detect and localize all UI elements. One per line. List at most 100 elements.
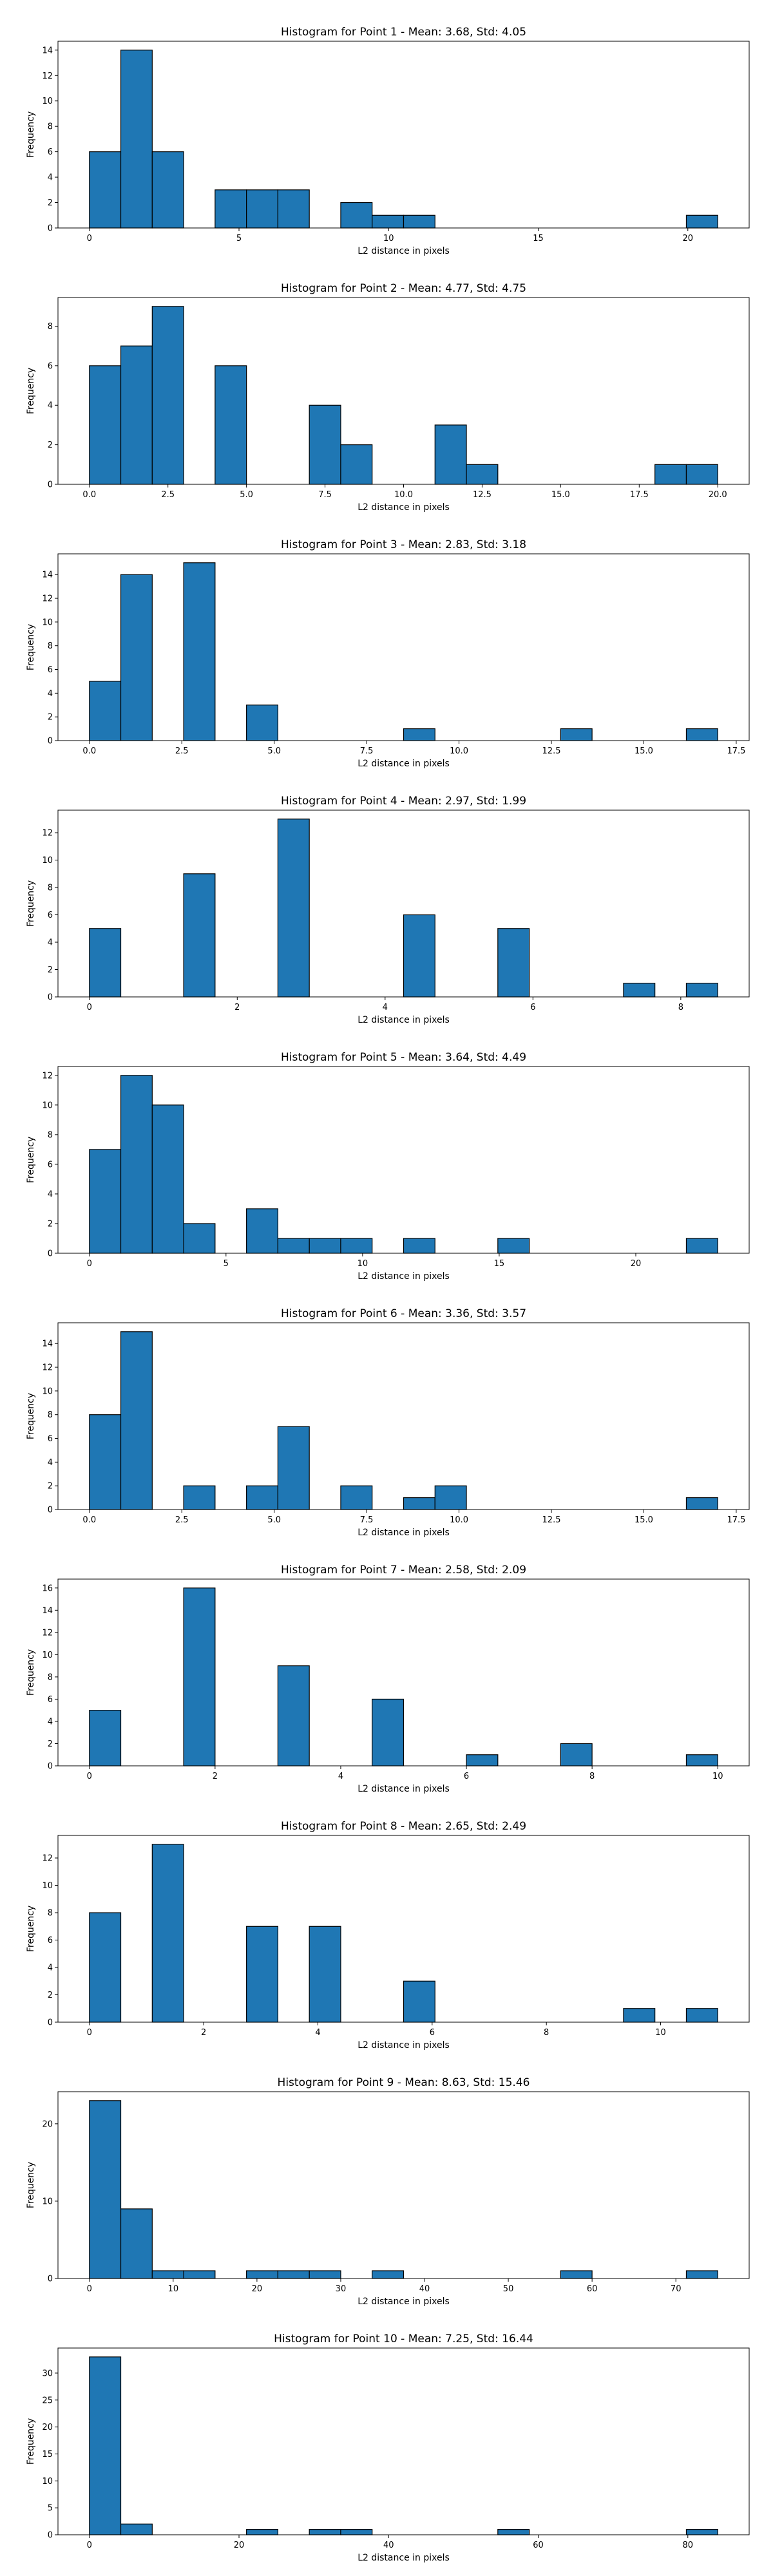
histogram-bar bbox=[246, 705, 279, 741]
x-axis-label: L2 distance in pixels bbox=[358, 1784, 450, 1794]
y-tick-label: 4 bbox=[48, 938, 53, 948]
x-tick-label: 10 bbox=[655, 2028, 666, 2038]
y-tick-label: 8 bbox=[48, 1672, 53, 1682]
histogram-bar bbox=[89, 928, 122, 998]
histogram-bar bbox=[246, 1926, 279, 2023]
y-tick-label: 30 bbox=[42, 2369, 53, 2378]
histogram-bar bbox=[277, 2270, 310, 2279]
y-tick-label: 10 bbox=[42, 618, 53, 627]
y-tick-label: 0 bbox=[48, 2018, 53, 2028]
histogram-panel-5: Histogram for Point 5 - Mean: 3.64, Std:… bbox=[26, 1051, 750, 1282]
x-tick-label: 20 bbox=[631, 1259, 642, 1269]
y-tick-label: 10 bbox=[42, 1101, 53, 1110]
y-tick-label: 0 bbox=[48, 1249, 53, 1259]
x-tick-label: 20 bbox=[683, 234, 694, 243]
histogram-bar bbox=[89, 151, 122, 229]
x-tick-label: 8 bbox=[589, 1772, 595, 1781]
histogram-bar bbox=[685, 2270, 718, 2279]
y-tick-label: 4 bbox=[48, 1717, 53, 1727]
histogram-bar bbox=[403, 728, 435, 741]
x-axis-label: L2 distance in pixels bbox=[358, 1528, 450, 1538]
x-tick-label: 7.5 bbox=[360, 746, 374, 756]
x-axis-label: L2 distance in pixels bbox=[358, 2297, 450, 2307]
y-tick-label: 8 bbox=[48, 122, 53, 132]
histogram-bar bbox=[309, 1238, 341, 1254]
x-tick-label: 40 bbox=[419, 2284, 430, 2294]
y-tick-label: 0 bbox=[48, 480, 53, 490]
y-tick-label: 4 bbox=[48, 401, 53, 411]
y-tick-label: 4 bbox=[48, 1964, 53, 1973]
histogram-bar bbox=[685, 464, 718, 485]
x-tick-label: 0 bbox=[87, 2028, 92, 2038]
histogram-bar bbox=[246, 2270, 279, 2279]
histogram-bar bbox=[215, 189, 247, 229]
x-tick-label: 0 bbox=[87, 234, 92, 243]
histogram-bar bbox=[183, 2270, 216, 2279]
y-axis-label: Frequency bbox=[26, 2418, 36, 2465]
y-tick-label: 0 bbox=[48, 2275, 53, 2284]
histogram-bar bbox=[89, 1414, 122, 1510]
x-tick-label: 20.0 bbox=[709, 490, 727, 500]
x-tick-label: 30 bbox=[336, 2284, 347, 2294]
histogram-bar bbox=[466, 1754, 499, 1766]
y-axis-label: Frequency bbox=[26, 624, 36, 670]
x-tick-label: 0 bbox=[87, 2284, 92, 2294]
y-tick-label: 20 bbox=[42, 2119, 53, 2129]
histogram-bar bbox=[309, 2529, 341, 2535]
histogram-bar bbox=[623, 2008, 656, 2023]
y-tick-label: 10 bbox=[42, 2477, 53, 2486]
y-tick-label: 0 bbox=[48, 1506, 53, 1515]
x-axis-label: L2 distance in pixels bbox=[358, 1015, 450, 1025]
histogram-panel-2: Histogram for Point 2 - Mean: 4.77, Std:… bbox=[26, 282, 750, 513]
x-tick-label: 0.0 bbox=[82, 746, 96, 756]
x-tick-label: 4 bbox=[338, 1772, 343, 1781]
y-tick-label: 6 bbox=[48, 1695, 53, 1705]
histogram-bar bbox=[403, 1980, 435, 2023]
histogram-bar bbox=[685, 728, 718, 741]
x-tick-label: 20 bbox=[234, 2541, 245, 2550]
y-tick-label: 0 bbox=[48, 224, 53, 234]
histogram-bar bbox=[120, 1075, 153, 1254]
y-axis-label: Frequency bbox=[26, 1906, 36, 1952]
x-tick-label: 6 bbox=[430, 2028, 435, 2038]
histogram-bar bbox=[89, 2356, 122, 2535]
x-axis-label: L2 distance in pixels bbox=[358, 246, 450, 256]
histogram-bar bbox=[120, 574, 153, 741]
y-tick-label: 6 bbox=[48, 1434, 53, 1444]
x-tick-label: 10 bbox=[168, 2284, 179, 2294]
y-tick-label: 10 bbox=[42, 2197, 53, 2206]
histogram-bar bbox=[246, 2529, 279, 2535]
histogram-bar bbox=[309, 1926, 341, 2023]
y-tick-label: 6 bbox=[48, 361, 53, 371]
y-tick-label: 12 bbox=[42, 1363, 53, 1373]
histogram-bar bbox=[277, 1238, 310, 1254]
plot-frame bbox=[57, 1066, 750, 1254]
x-tick-label: 8 bbox=[678, 1003, 683, 1012]
x-tick-label: 20 bbox=[252, 2284, 263, 2294]
y-tick-label: 20 bbox=[42, 2423, 53, 2432]
y-tick-label: 2 bbox=[48, 713, 53, 723]
x-tick-label: 10 bbox=[383, 234, 394, 243]
histogram-bar bbox=[434, 424, 467, 485]
x-tick-label: 10 bbox=[358, 1259, 368, 1269]
histogram-bar bbox=[183, 873, 216, 998]
y-tick-label: 6 bbox=[48, 147, 53, 157]
histogram-bar bbox=[151, 306, 184, 485]
x-tick-label: 4 bbox=[383, 1003, 388, 1012]
histogram-panel-10: Histogram for Point 10 - Mean: 7.25, Std… bbox=[26, 2333, 750, 2563]
x-tick-label: 7.5 bbox=[360, 1515, 374, 1525]
y-tick-label: 2 bbox=[48, 1219, 53, 1229]
histogram-bar bbox=[277, 819, 310, 998]
x-axis-label: L2 distance in pixels bbox=[358, 502, 450, 513]
histogram-bar bbox=[277, 1426, 310, 1510]
y-tick-label: 2 bbox=[48, 1991, 53, 2000]
x-tick-label: 8 bbox=[544, 2028, 549, 2038]
x-tick-label: 10.0 bbox=[450, 1515, 468, 1525]
y-axis-label: Frequency bbox=[26, 111, 36, 158]
y-tick-label: 0 bbox=[48, 993, 53, 1003]
x-tick-label: 12.5 bbox=[542, 746, 561, 756]
y-axis-label: Frequency bbox=[26, 1137, 36, 1183]
x-tick-label: 17.5 bbox=[630, 490, 649, 500]
histogram-bar bbox=[151, 151, 184, 229]
